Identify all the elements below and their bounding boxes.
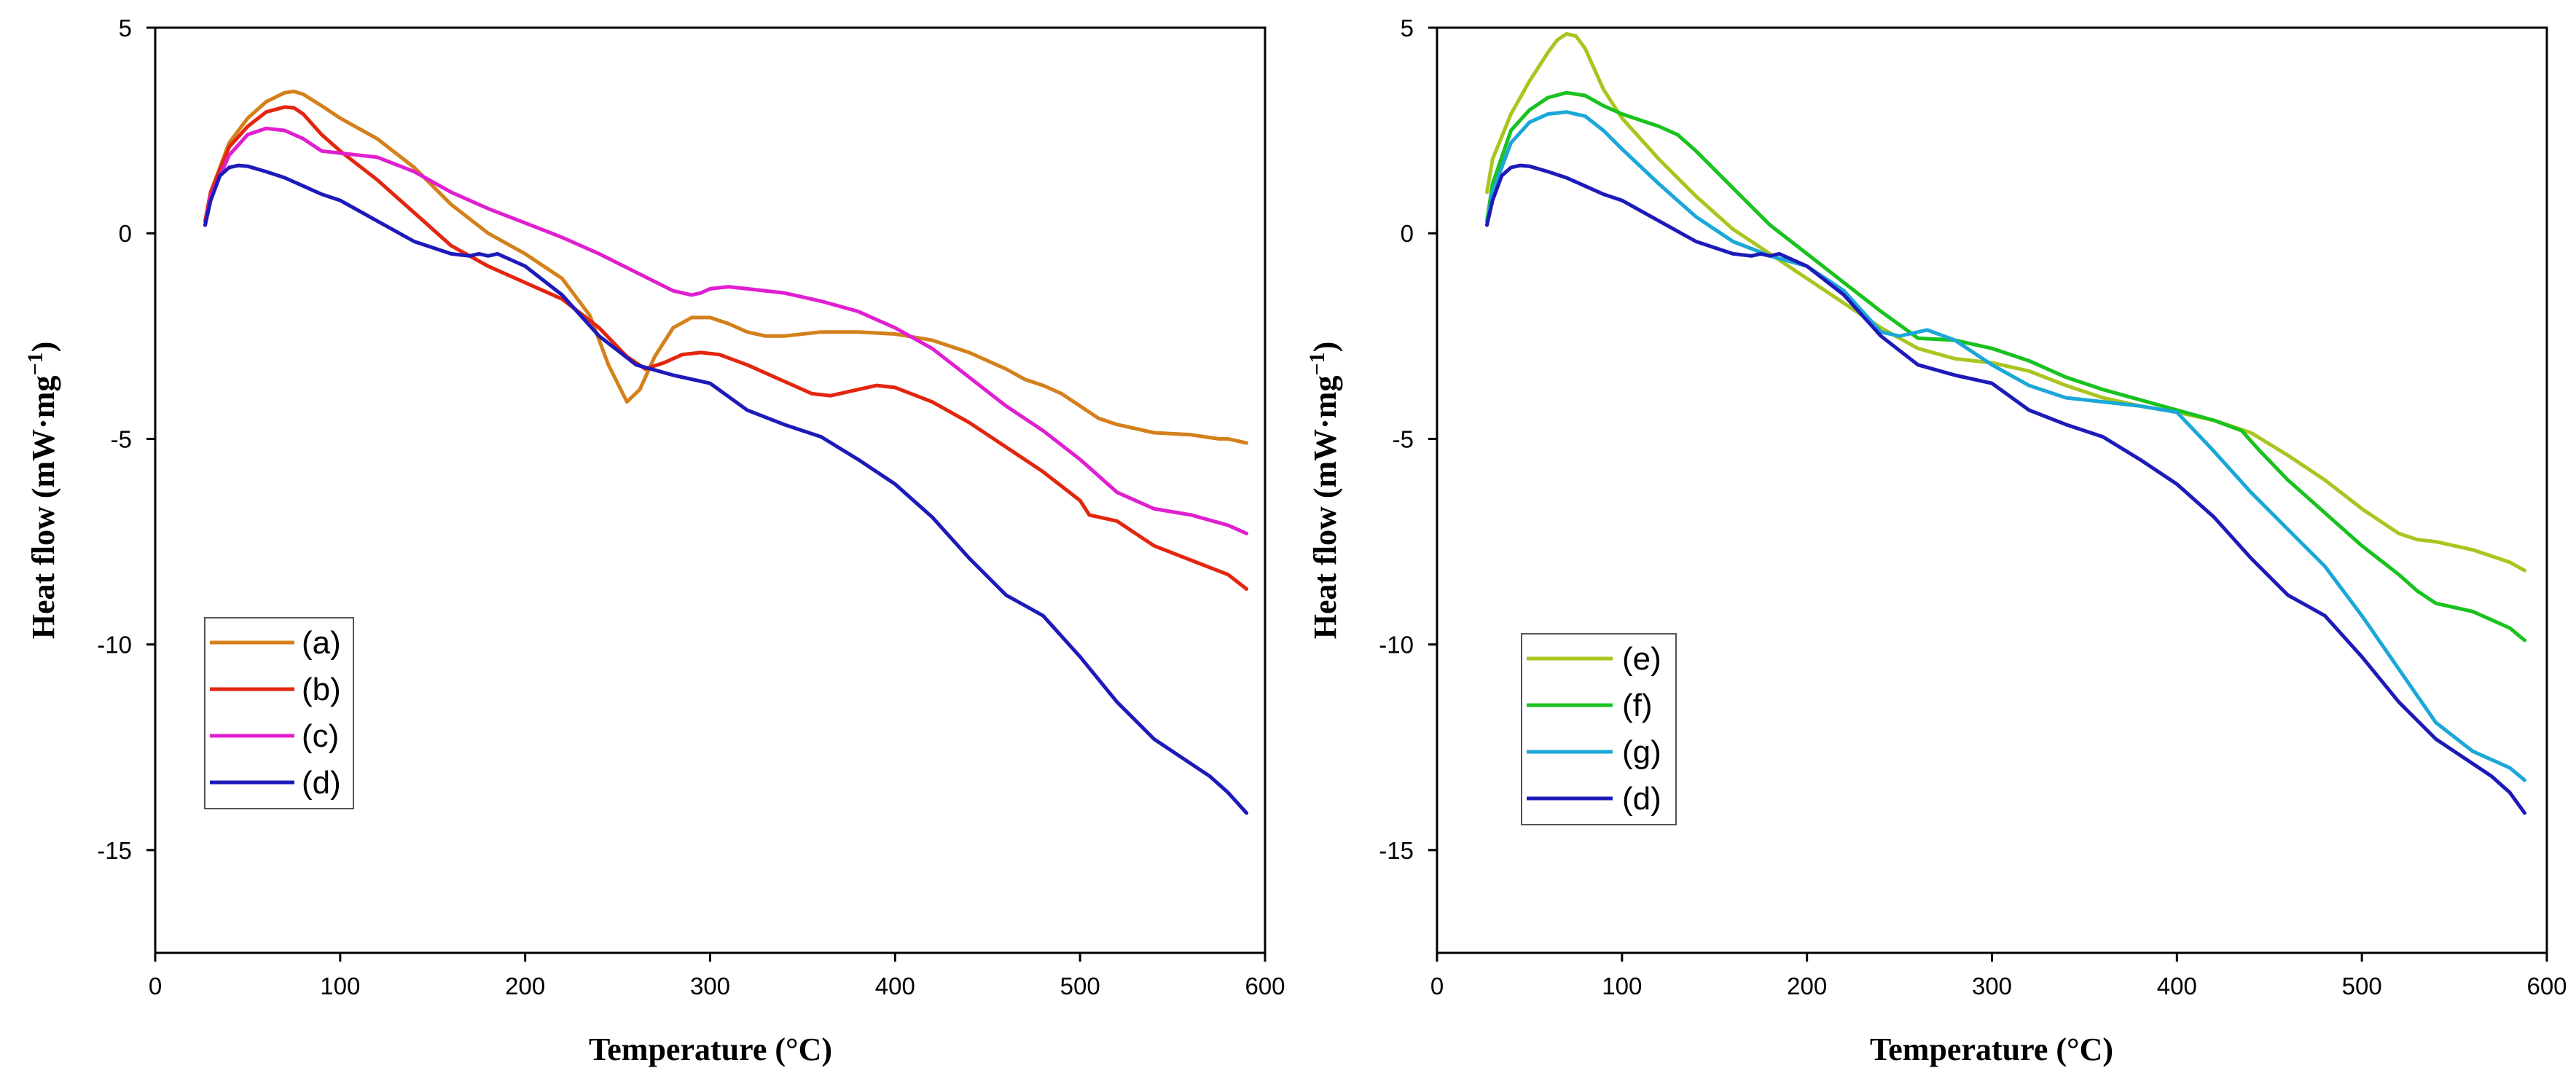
ticks-right (1428, 26, 2548, 962)
series-left (203, 90, 1249, 815)
legend-label: (c) (302, 718, 339, 754)
y-tick-label: -10 (1379, 632, 1414, 659)
x-tick-label: 200 (1787, 973, 1827, 999)
y-tick-label: -5 (1393, 425, 1414, 452)
legend-label: (g) (1622, 734, 1661, 770)
y-tick-label: 0 (1401, 220, 1414, 247)
legend-label: (d) (302, 765, 341, 801)
y-tick-label: -10 (97, 632, 132, 659)
x-tick-label: 0 (1430, 973, 1444, 999)
chart-right: 0 100 200 300 400 500 600 5 0 -5 -10 -15… (1305, 15, 2567, 1067)
x-tick-label: 100 (1602, 973, 1642, 999)
x-tick-label: 500 (1060, 973, 1100, 999)
series-line-d (1485, 163, 2526, 815)
x-axis-title-left: Temperature (°C) (589, 1032, 832, 1067)
y-axis-title-superscript: −1 (1305, 352, 1329, 375)
legend-box (204, 617, 354, 809)
x-axis-title-right: Temperature (°C) (1870, 1032, 2113, 1067)
y-axis-title-main: Heat flow (mW·mg (1307, 376, 1343, 640)
y-axis-title-close: ) (1307, 342, 1343, 353)
y-axis-title-superscript: −1 (23, 352, 47, 375)
x-tick-label: 300 (690, 973, 730, 999)
series-line-c (203, 126, 1249, 535)
ticks-left (146, 26, 1267, 962)
y-tick-label: 5 (1401, 15, 1414, 42)
y-tick-label: -15 (1379, 837, 1414, 864)
series-line-b (203, 105, 1249, 591)
x-tick-label: 600 (2526, 973, 2567, 999)
legend-label: (b) (302, 672, 341, 707)
legend-label: (a) (302, 625, 341, 661)
legend-right: (e) (f) (g) (d) (1521, 633, 1677, 825)
x-tick-label: 300 (1972, 973, 2012, 999)
y-axis-title-close: ) (26, 342, 61, 353)
tick-labels-left: 0 100 200 300 400 500 600 5 0 -5 -10 -15 (97, 15, 1285, 999)
x-tick-label: 400 (2157, 973, 2197, 999)
x-tick-label: 0 (149, 973, 162, 999)
y-tick-label: -15 (97, 837, 132, 864)
series-line-a (203, 90, 1249, 445)
series-line-g (1485, 110, 2526, 782)
x-tick-label: 200 (505, 973, 545, 999)
legend-label: (f) (1622, 688, 1653, 723)
plot-frame-left (154, 26, 1267, 954)
legend-box (1521, 633, 1677, 825)
legend-left: (a) (b) (c) (d) (204, 617, 354, 809)
x-tick-label: 500 (2342, 973, 2382, 999)
series-right (1485, 32, 2526, 815)
y-axis-title-left: Heat flow (mW·mg−1) (23, 342, 61, 639)
legend-label: (e) (1622, 641, 1661, 677)
y-axis-title-main: Heat flow (mW·mg (26, 376, 61, 640)
series-line-e (1485, 32, 2526, 573)
y-tick-label: -5 (111, 425, 132, 452)
y-tick-label: 5 (119, 15, 132, 42)
y-tick-label: 0 (119, 220, 132, 247)
x-tick-label: 100 (320, 973, 360, 999)
tick-labels-right: 0 100 200 300 400 500 600 5 0 -5 -10 -15 (1379, 15, 2567, 999)
x-tick-label: 400 (875, 973, 915, 999)
y-axis-title-right: Heat flow (mW·mg−1) (1305, 342, 1343, 639)
x-tick-label: 600 (1245, 973, 1285, 999)
series-line-d (203, 163, 1249, 815)
chart-left: 0 100 200 300 400 500 600 5 0 -5 -10 -15… (23, 15, 1285, 1067)
legend-label: (d) (1622, 781, 1661, 817)
